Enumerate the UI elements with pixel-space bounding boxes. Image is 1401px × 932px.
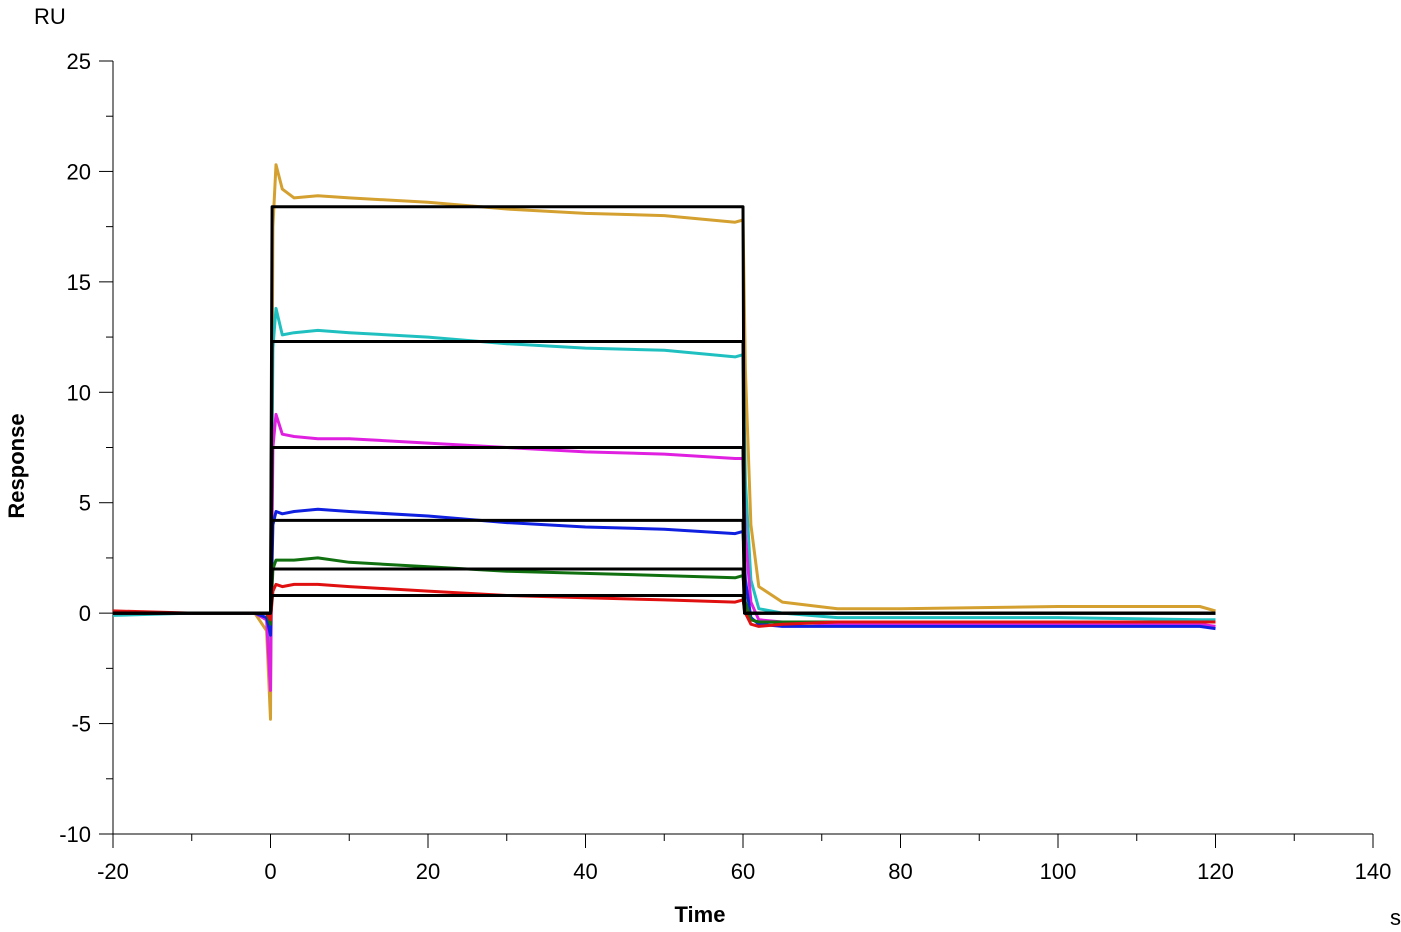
fit-curve-7 xyxy=(113,340,1216,615)
x-tick-label: 60 xyxy=(731,859,755,884)
x-tick-label: 100 xyxy=(1040,859,1077,884)
series-group xyxy=(112,163,1216,721)
x-tick-label: -20 xyxy=(97,859,129,884)
x-tick-label: 120 xyxy=(1197,859,1234,884)
response-curve-0 xyxy=(113,163,1216,721)
y-unit-label: RU xyxy=(34,4,66,29)
y-tick-label: 10 xyxy=(67,380,91,405)
y-tick-label: 20 xyxy=(67,159,91,184)
x-tick-label: 20 xyxy=(416,859,440,884)
x-tick-label: 0 xyxy=(264,859,276,884)
y-axis-title: Response xyxy=(4,413,29,518)
y-ticks: -10 -5 0 5 10 15 20 25 xyxy=(59,49,113,847)
x-tick-label: 80 xyxy=(888,859,912,884)
x-axis-title: Time xyxy=(675,902,726,927)
fit-curve-6 xyxy=(113,205,1216,615)
response-curve-2 xyxy=(113,412,1216,692)
x-ticks: -20 0 20 40 60 80 100 120 140 xyxy=(97,834,1391,884)
y-tick-label: 0 xyxy=(79,601,91,626)
x-unit-label: s xyxy=(1390,905,1401,930)
y-tick-label: 5 xyxy=(79,491,91,516)
x-tick-label: 140 xyxy=(1355,859,1392,884)
y-tick-label: 15 xyxy=(67,270,91,295)
y-tick-label: 25 xyxy=(67,49,91,74)
x-tick-label: 40 xyxy=(573,859,597,884)
y-tick-label: -5 xyxy=(71,712,91,737)
fit-curve-11 xyxy=(113,594,1216,615)
y-tick-label: -10 xyxy=(59,822,91,847)
